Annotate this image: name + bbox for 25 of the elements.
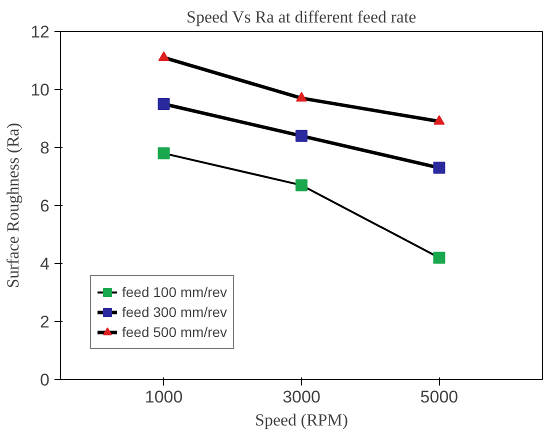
point xyxy=(158,147,170,160)
y-tick-label: 6 xyxy=(40,196,50,216)
point xyxy=(434,115,445,125)
legend-label: feed 100 mm/rev xyxy=(122,284,228,300)
legend-label: feed 300 mm/rev xyxy=(122,304,228,320)
y-tick-label: 0 xyxy=(40,370,50,390)
point xyxy=(296,179,308,192)
legend-label: feed 500 mm/rev xyxy=(122,324,228,340)
point xyxy=(433,252,446,264)
x-tick-label: 1000 xyxy=(144,388,183,406)
point xyxy=(296,130,308,142)
y-tick-label: 8 xyxy=(40,138,50,158)
y-tick-label: 2 xyxy=(40,312,50,332)
y-tick-label: 12 xyxy=(30,22,50,42)
y-tick-label: 4 xyxy=(40,254,50,274)
x-tick-label: 5000 xyxy=(420,388,458,406)
y-axis-title: Surface Roughness (Ra) xyxy=(4,122,23,288)
y-tick-label: 10 xyxy=(30,80,50,100)
x-tick-label: 3000 xyxy=(282,388,320,406)
chart-title: Speed Vs Ra at different feed rate xyxy=(186,8,416,26)
point xyxy=(433,162,446,174)
point xyxy=(158,51,170,61)
point xyxy=(296,92,307,102)
x-axis-title: Speed (RPM) xyxy=(254,410,348,430)
point xyxy=(158,98,170,110)
